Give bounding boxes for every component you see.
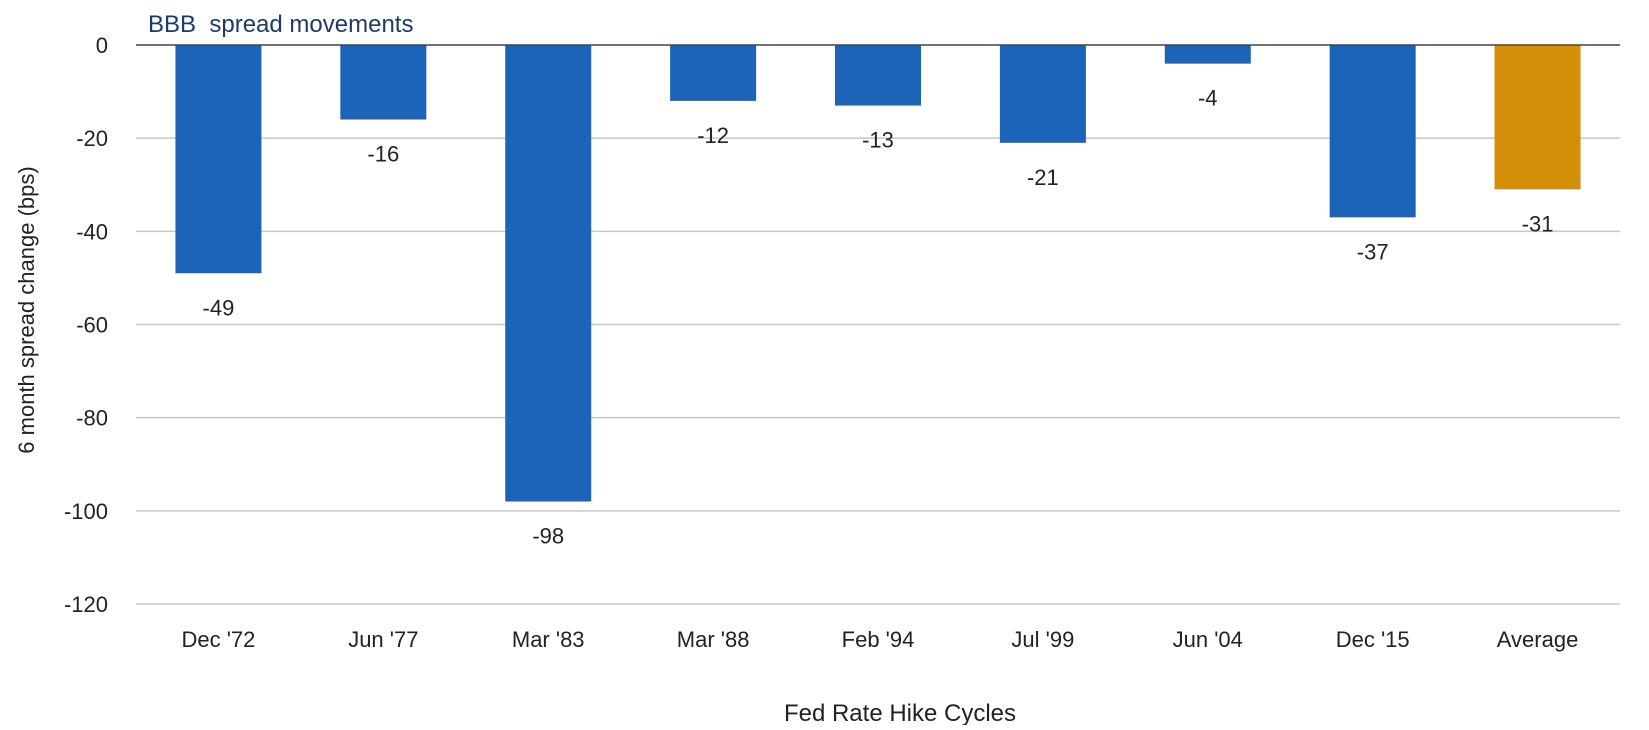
y-tick-label: -120 [64,592,108,617]
bar [505,45,592,502]
x-tick-label: Average [1497,627,1579,652]
x-tick-label: Jun '77 [348,627,418,652]
bar [1494,45,1581,190]
data-label: -21 [1027,165,1059,190]
x-tick-label: Mar '88 [677,627,750,652]
data-label: -98 [532,524,564,549]
x-tick-label: Jun '04 [1173,627,1243,652]
data-label: -13 [862,128,894,153]
y-axis-label: 6 month spread change (bps) [14,166,39,453]
bar [670,45,757,101]
data-label: -49 [203,295,235,320]
bar [999,45,1086,143]
bar [835,45,921,106]
x-tick-label: Dec '15 [1336,627,1410,652]
data-label: -31 [1522,211,1554,236]
y-tick-label: -80 [76,406,108,431]
bar [1329,45,1416,218]
x-tick-label: Jul '99 [1011,627,1074,652]
bars [175,45,1581,502]
y-tick-label: 0 [96,33,108,58]
y-tick-label: -100 [64,499,108,524]
x-axis-label: Fed Rate Hike Cycles [784,700,1016,725]
y-tick-label: -20 [76,126,108,151]
x-tick-labels: Dec '72 Jun '77 Mar '83 Mar '88 Feb '94 Jul '… [181,627,1578,652]
y-tick-labels: 0 -20 -40 -60 -80 -100 -120 [64,33,108,617]
data-labels: -49 -16 -98 -12 -13 -21 -4 -37 -31 [203,86,1554,549]
chart-title: BBB spread movements [148,11,413,38]
data-label: -4 [1198,86,1218,111]
x-tick-label: Mar '83 [512,627,585,652]
data-label: -16 [367,142,399,167]
y-tick-label: -60 [76,313,108,338]
bar [340,45,427,120]
bar [175,45,262,274]
x-tick-label: Dec '72 [181,627,255,652]
data-label: -12 [697,123,729,148]
data-label: -37 [1357,239,1389,264]
y-tick-label: -40 [76,219,108,244]
bar [1164,45,1251,64]
x-tick-label: Feb '94 [842,627,915,652]
